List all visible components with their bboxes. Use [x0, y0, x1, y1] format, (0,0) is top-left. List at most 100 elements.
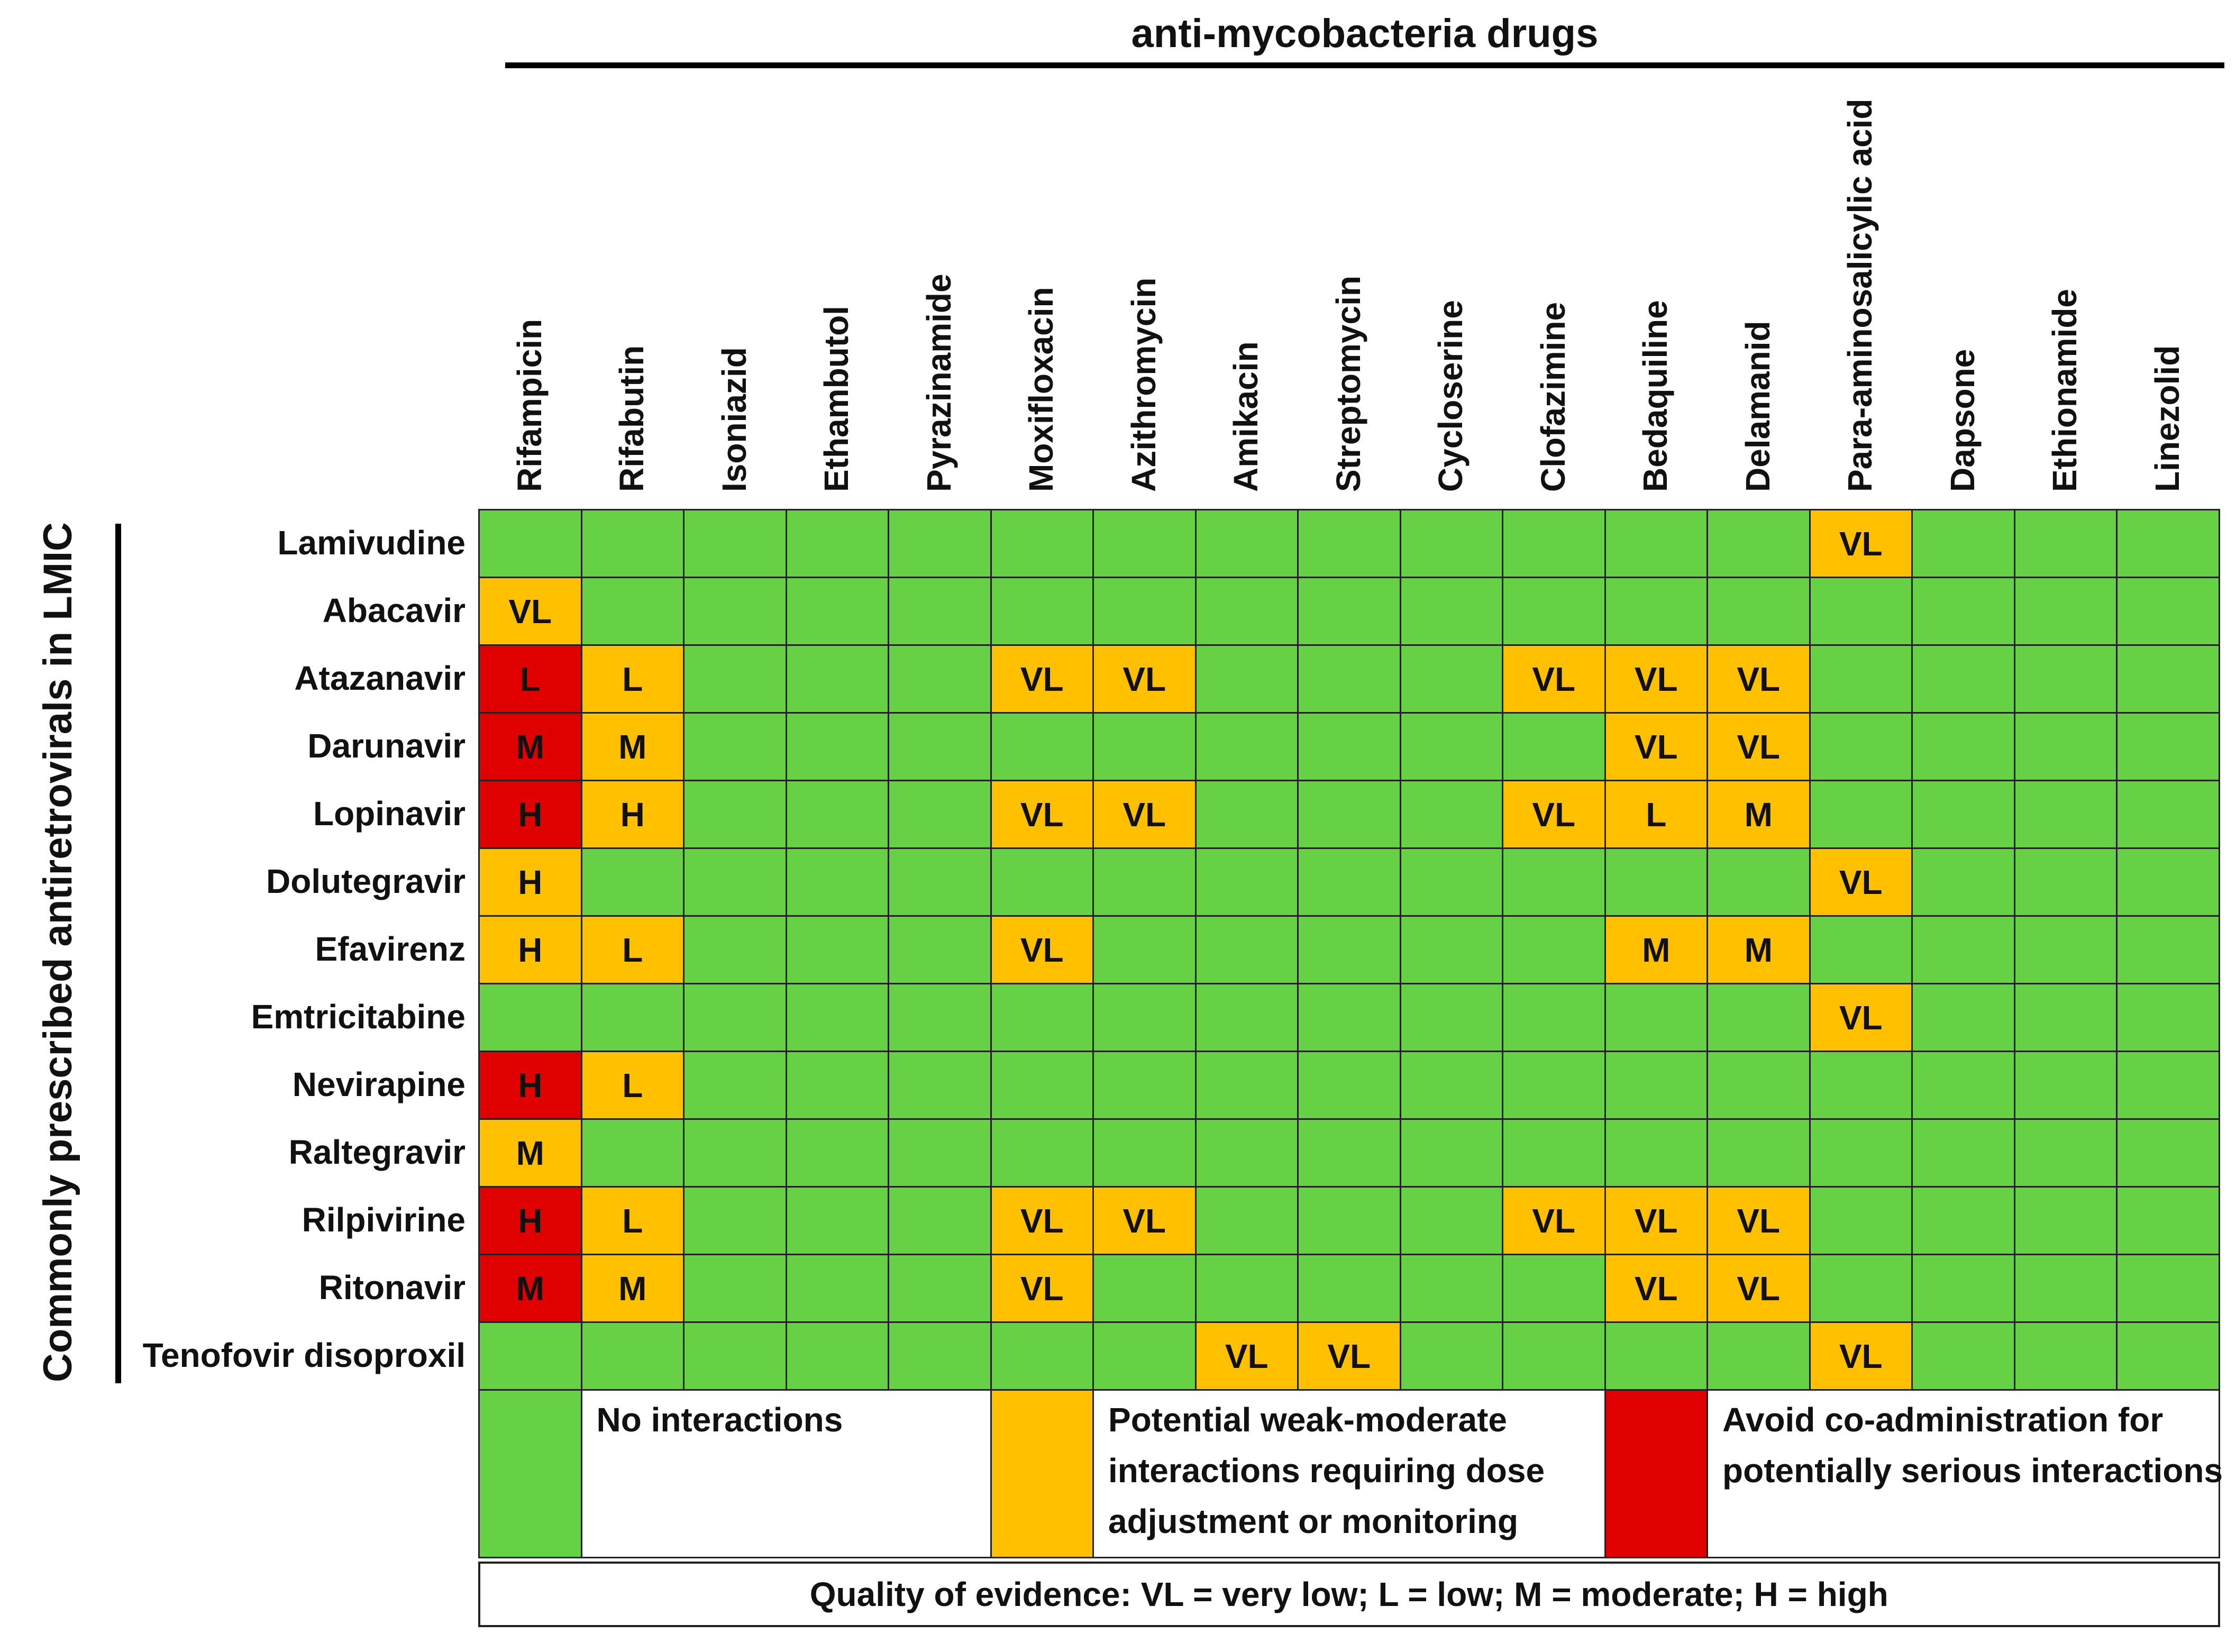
heatmap-cell	[1809, 1118, 1913, 1188]
heatmap-cell	[785, 1118, 889, 1188]
heatmap-cell	[1809, 577, 1913, 646]
row-header: Tenofovir disoproxil	[142, 1336, 466, 1374]
heatmap-cell: VL	[1502, 644, 1606, 714]
heatmap-cell	[2013, 847, 2118, 917]
heatmap-cell	[2116, 644, 2220, 714]
heatmap-cell: M	[580, 712, 685, 781]
heatmap-cell	[1399, 983, 1503, 1052]
heatmap-cell	[2013, 644, 2118, 714]
heatmap-cell	[1502, 847, 1606, 917]
heatmap-cell	[1194, 983, 1299, 1052]
heatmap-cell	[1194, 509, 1299, 578]
legend-label: No interactions	[596, 1401, 843, 1439]
heatmap-cell	[1194, 1254, 1299, 1323]
column-header: Ethionamide	[2046, 288, 2084, 492]
heatmap-cell: L	[580, 644, 685, 714]
heatmap-cell	[1092, 712, 1197, 781]
heatmap-cell	[1092, 1321, 1197, 1391]
heatmap-cell	[888, 780, 992, 849]
heatmap-cell	[683, 847, 787, 917]
heatmap-cell: H	[478, 1186, 582, 1255]
heatmap-cell	[1604, 509, 1708, 578]
heatmap-cell	[1604, 983, 1708, 1052]
heatmap-cell	[580, 577, 685, 646]
heatmap-cell	[1092, 1051, 1197, 1120]
heatmap-cell	[1297, 1118, 1401, 1188]
row-header: Lopinavir	[313, 795, 466, 833]
heatmap-cell	[1911, 1051, 2015, 1120]
heatmap-cell: VL	[1502, 1186, 1606, 1255]
heatmap-cell	[888, 644, 992, 714]
column-header: Rifampicin	[510, 318, 549, 492]
column-header: Bedaquiline	[1636, 300, 1675, 492]
column-group-rule	[505, 62, 2224, 68]
row-header: Emtricitabine	[251, 998, 466, 1036]
heatmap-cell: VL	[1809, 1321, 1913, 1391]
heatmap-cell	[785, 983, 889, 1052]
row-header: Dolutegravir	[266, 862, 466, 900]
heatmap-cell	[2116, 847, 2220, 917]
column-header: Amikacin	[1227, 341, 1265, 492]
evidence-quality-note: Quality of evidence: VL = very low; L = …	[478, 1562, 2220, 1627]
heatmap-cell	[888, 915, 992, 984]
heatmap-cell	[1706, 1321, 1811, 1391]
heatmap-cell	[1194, 915, 1299, 984]
heatmap-cell: H	[478, 847, 582, 917]
heatmap-cell	[888, 1254, 992, 1323]
row-header: Efavirenz	[315, 930, 466, 968]
column-header: Isoniazid	[715, 347, 753, 492]
heatmap-cell	[1502, 509, 1606, 578]
heatmap-cell	[1911, 644, 2015, 714]
heatmap-cell	[1911, 983, 2015, 1052]
column-group-title: anti-mycobacteria drugs	[1131, 11, 1599, 56]
heatmap-cell	[888, 1321, 992, 1391]
heatmap-cell	[1911, 915, 2015, 984]
heatmap-cell: VL	[1092, 644, 1197, 714]
heatmap-cell: H	[478, 1051, 582, 1120]
heatmap-cell	[1911, 780, 2015, 849]
heatmap-cell	[683, 1254, 787, 1323]
heatmap-cell	[1194, 1186, 1299, 1255]
heatmap-cell	[2116, 1321, 2220, 1391]
heatmap-cell	[1911, 577, 2015, 646]
heatmap-cell	[2013, 1321, 2118, 1391]
heatmap-cell	[683, 780, 787, 849]
heatmap-cell: L	[580, 1051, 685, 1120]
heatmap-cell	[1399, 1321, 1503, 1391]
heatmap-cell	[1297, 847, 1401, 917]
heatmap-cell	[580, 1321, 685, 1391]
column-header: Delamanid	[1738, 321, 1777, 492]
heatmap-cell	[1297, 1051, 1401, 1120]
heatmap-cell	[2013, 1254, 2118, 1323]
heatmap-cell	[1297, 780, 1401, 849]
heatmap-cell	[1502, 577, 1606, 646]
heatmap-cell	[990, 983, 1094, 1052]
heatmap-cell	[990, 509, 1094, 578]
heatmap-cell: M	[1706, 780, 1811, 849]
heatmap-cell	[1092, 847, 1197, 917]
heatmap-cell	[478, 509, 582, 578]
heatmap-cell	[1399, 1186, 1503, 1255]
heatmap-cell: H	[478, 780, 582, 849]
heatmap-cell: VL	[1706, 1186, 1811, 1255]
heatmap-cell	[1911, 1186, 2015, 1255]
heatmap-cell	[1809, 1051, 1913, 1120]
heatmap-cell: M	[580, 1254, 685, 1323]
heatmap-cell	[1092, 915, 1197, 984]
heatmap-cell	[1297, 1254, 1401, 1323]
heatmap-cell	[1194, 712, 1299, 781]
heatmap-cell	[1604, 1118, 1708, 1188]
row-group-rule	[115, 524, 121, 1383]
heatmap-cell	[785, 644, 889, 714]
heatmap-cell	[888, 1186, 992, 1255]
heatmap-cell: H	[580, 780, 685, 849]
heatmap-cell	[1911, 847, 2015, 917]
legend-swatch-avoid	[1604, 1389, 1708, 1558]
heatmap-cell: L	[580, 915, 685, 984]
heatmap-cell	[1399, 915, 1503, 984]
heatmap-cell	[478, 983, 582, 1052]
legend-swatch-none	[478, 1389, 582, 1558]
heatmap-cell	[2013, 1051, 2118, 1120]
heatmap-cell	[478, 1321, 582, 1391]
